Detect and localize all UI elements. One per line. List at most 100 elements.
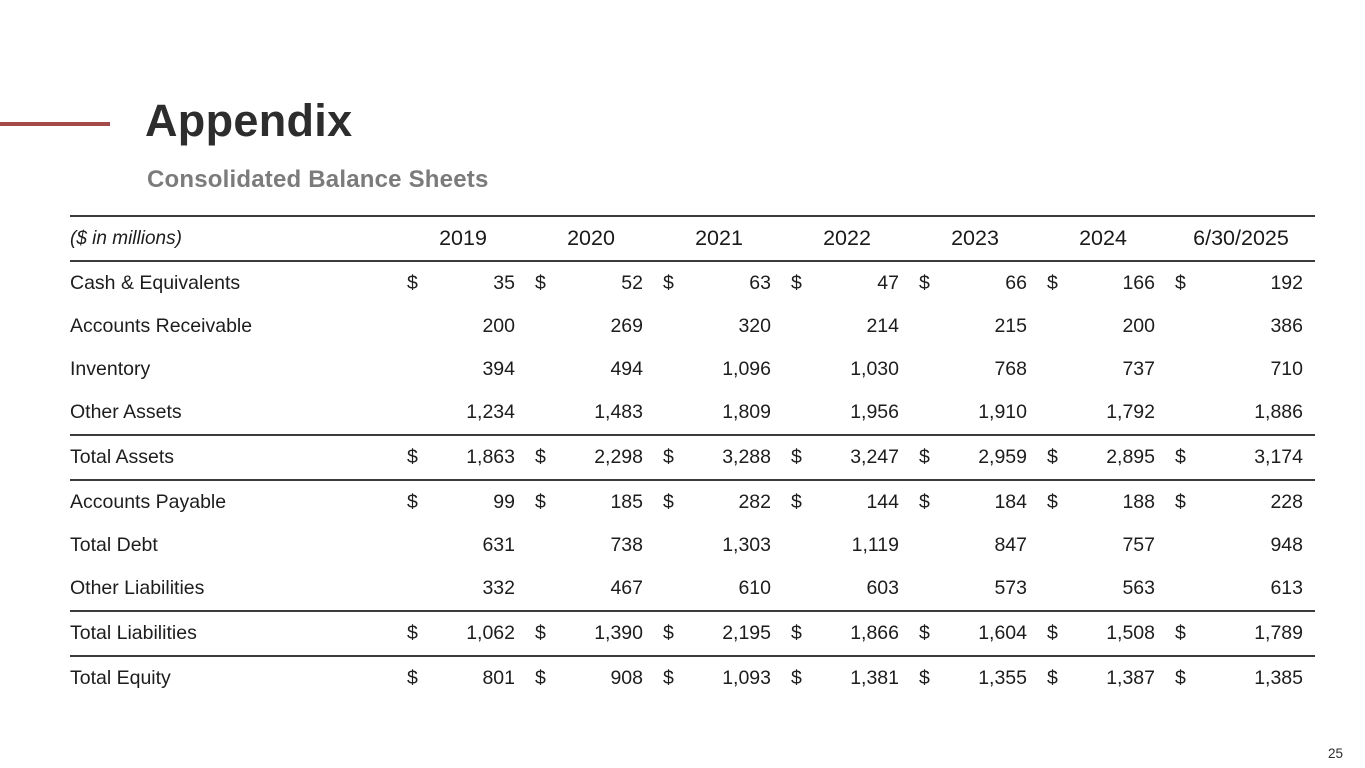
value: 1,886 [1254,401,1303,423]
row-label: Accounts Payable [70,491,227,513]
row-label: Inventory [70,358,151,380]
value: 737 [1122,358,1155,380]
dollar-sign: $ [919,622,930,644]
row-label: Total Liabilities [70,622,197,644]
cell-value: $1,385 [1167,656,1315,700]
row-label: Other Assets [70,401,182,423]
value: 47 [877,272,899,294]
dollar-sign: $ [919,667,930,689]
cell-value: 215 [911,305,1039,348]
cell-value: 467 [527,567,655,611]
value: 710 [1270,358,1303,380]
value: 192 [1270,272,1303,294]
value: 631 [482,534,515,556]
cell-value: 269 [527,305,655,348]
cell-value: $2,298 [527,435,655,480]
value: 613 [1270,577,1303,599]
value: 215 [994,315,1027,337]
cell-value: $1,387 [1039,656,1167,700]
dollar-sign: $ [663,667,674,689]
dollar-sign: $ [791,622,802,644]
cell-value: $166 [1039,261,1167,305]
value: 3,174 [1254,446,1303,468]
dollar-sign: $ [1175,446,1186,468]
dollar-sign: $ [1175,491,1186,513]
value: 1,508 [1106,622,1155,644]
cell-value: $184 [911,480,1039,524]
dollar-sign: $ [919,272,930,294]
cell-value: 1,030 [783,348,911,391]
value: 494 [610,358,643,380]
cell-value: $185 [527,480,655,524]
cell-value: $282 [655,480,783,524]
value: 1,385 [1254,667,1303,689]
cell-value: 847 [911,524,1039,567]
table-row: Accounts Payable $99 $185 $282 $144 $184 $188 $… [70,480,1315,524]
cell-value: 386 [1167,305,1315,348]
value: 2,195 [722,622,771,644]
dollar-sign: $ [663,272,674,294]
cell-value: 332 [399,567,527,611]
cell-value: 603 [783,567,911,611]
cell-value: 494 [527,348,655,391]
value: 52 [621,272,643,294]
page-subtitle: Consolidated Balance Sheets [147,166,489,193]
value: 144 [866,491,899,513]
dollar-sign: $ [1047,667,1058,689]
cell-value: $2,895 [1039,435,1167,480]
value: 3,288 [722,446,771,468]
table-row: Total Equity $801 $908 $1,093 $1,381 $1,355 $1… [70,656,1315,700]
cell-value: $2,195 [655,611,783,656]
cell-value: $1,381 [783,656,911,700]
dollar-sign: $ [535,446,546,468]
dollar-sign: $ [1175,667,1186,689]
value: 166 [1122,272,1155,294]
dollar-sign: $ [919,491,930,513]
cell-value: 200 [399,305,527,348]
accent-line [0,122,110,126]
value: 35 [493,272,515,294]
value: 99 [493,491,515,513]
value: 908 [610,667,643,689]
dollar-sign: $ [919,446,930,468]
cell-value: 768 [911,348,1039,391]
cell-value: $2,959 [911,435,1039,480]
column-header-2023: 2023 [951,226,999,250]
cell-value: $192 [1167,261,1315,305]
cell-value: $188 [1039,480,1167,524]
cell-value: $1,789 [1167,611,1315,656]
column-header-2020: 2020 [567,226,615,250]
cell-value: 563 [1039,567,1167,611]
value: 2,895 [1106,446,1155,468]
value: 1,387 [1106,667,1155,689]
cell-value: 1,956 [783,391,911,435]
cell-value: $52 [527,261,655,305]
value: 214 [866,315,899,337]
cell-value: 320 [655,305,783,348]
row-label: Accounts Receivable [70,315,253,337]
units-label: ($ in millions) [70,227,182,249]
cell-value: 1,303 [655,524,783,567]
dollar-sign: $ [535,272,546,294]
cell-value: $63 [655,261,783,305]
value: 386 [1270,315,1303,337]
cell-value: $908 [527,656,655,700]
value: 1,390 [594,622,643,644]
dollar-sign: $ [1047,622,1058,644]
value: 269 [610,315,643,337]
dollar-sign: $ [791,491,802,513]
table-row: Total Debt 631 738 1,303 1,119 847 757 948 [70,524,1315,567]
dollar-sign: $ [407,622,418,644]
value: 184 [994,491,1027,513]
value: 332 [482,577,515,599]
cell-value: $66 [911,261,1039,305]
cell-value: 573 [911,567,1039,611]
dollar-sign: $ [791,667,802,689]
value: 1,604 [978,622,1027,644]
cell-value: 948 [1167,524,1315,567]
cell-value: 1,792 [1039,391,1167,435]
column-header-2022: 2022 [823,226,871,250]
value: 1,355 [978,667,1027,689]
balance-sheet-table-container: ($ in millions) 2019 2020 2021 2022 2023 2024… [70,215,1315,700]
